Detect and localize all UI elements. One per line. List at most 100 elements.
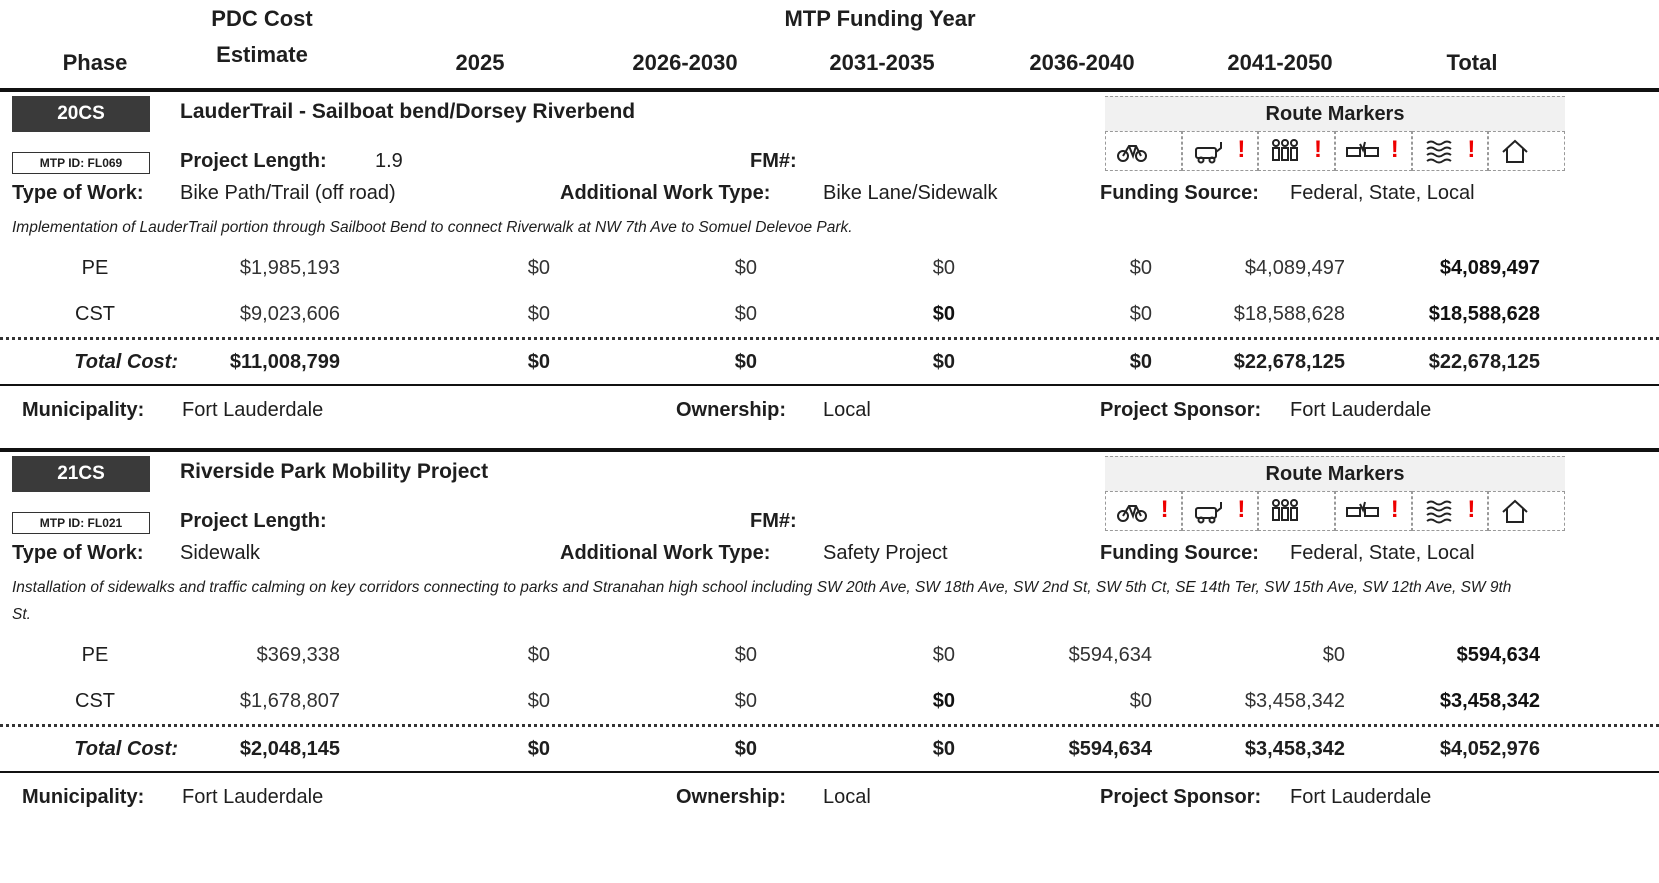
type-value: Sidewalk [180,542,261,564]
marker-alert: ! [1467,496,1476,523]
marker-cell: ! [1335,491,1412,531]
footer-row: Municipality: Fort Lauderdale Ownership: Lo… [0,773,1659,825]
cost-cell: $0 [734,303,757,325]
footer-row: Municipality: Fort Lauderdale Ownership: Lo… [0,386,1659,438]
project: 21CS MTP ID: FL021 Riverside Park Mobility… [0,448,1659,825]
marker-icon [1272,139,1299,161]
total-cell: $0 [734,738,757,760]
marker-alert: ! [1237,496,1246,523]
phase: CST [75,690,115,712]
municipality-label: Municipality: [22,399,145,421]
marker-cells: !!!! [1105,131,1566,171]
sponsor-label: Project Sponsor: [1100,786,1262,808]
marker-icon [1117,145,1147,162]
cost-cell: $0 [1322,644,1345,666]
marker-alert: ! [1160,496,1169,523]
sponsor: Fort Lauderdale [1290,399,1432,421]
cost-cell: $0 [527,303,550,325]
mtp-id: MTP ID: FL021 [12,512,150,534]
marker-icon [1502,139,1529,163]
ownership-label: Ownership: [676,399,787,421]
cost-cell: $0 [932,690,955,712]
cost-cell: $0 [1129,690,1152,712]
marker-cell [1105,131,1182,171]
description: Implementation of LauderTrail portion th… [12,219,853,236]
marker-cell: ! [1411,131,1489,171]
type-row: Type of Work: Sidewalk Additional Work Typ… [0,538,1659,572]
marker-cells: !!!! [1105,491,1566,531]
type-row: Type of Work: Bike Path/Trail (off road) A… [0,178,1659,212]
type-label: Type of Work: [12,182,144,204]
total-label: Total Cost: [74,738,178,760]
marker-icon [1194,502,1222,524]
type-label: Type of Work: [12,542,144,564]
marker-cell: ! [1181,131,1259,171]
cost-cell: $18,588,628 [1233,303,1345,325]
header-year: 2031-2035 [829,50,935,75]
project-name: LauderTrail - Sailboat bend/Dorsey River… [180,100,636,123]
total-row: Total Cost: $11,008,799 $0 $0 $0 $0 $22,678,12… [0,340,1659,386]
ownership: Local [823,399,871,421]
cost-cell: $0 [734,257,757,279]
project-head: 21CS MTP ID: FL021 Riverside Park Mobility… [0,452,1659,538]
funding-value: Federal, State, Local [1290,182,1475,204]
header-year: 2041-2050 [1227,50,1333,75]
cost-cell: $0 [734,690,757,712]
ownership-label: Ownership: [676,786,787,808]
project: 20CS MTP ID: FL069 LauderTrail - Sailboat … [0,88,1659,438]
project-name: Riverside Park Mobility Project [180,460,489,483]
sponsor: Fort Lauderdale [1290,786,1432,808]
municipality: Fort Lauderdale [182,399,324,421]
additional-label: Additional Work Type: [560,182,771,204]
cost-cell: $0 [527,257,550,279]
header-year: 2025 [455,50,505,75]
cost-cell: $18,588,628 [1428,303,1540,325]
marker-alert: ! [1314,136,1323,163]
cost-cell: $369,338 [256,644,340,666]
ownership: Local [823,786,871,808]
cost-row: PE $369,338 $0 $0 $0 $594,634 $0 $594,634 [0,632,1659,678]
type-value: Bike Path/Trail (off road) [180,182,396,204]
phase: PE [81,644,109,666]
marker-icon [1426,140,1452,164]
funding-value: Federal, State, Local [1290,542,1475,564]
cost-cell: $0 [1129,303,1152,325]
total-cell: $22,678,125 [1428,351,1540,373]
cost-cell: $0 [527,690,550,712]
cost-cell: $0 [932,257,955,279]
route-markers-title: Route Markers [1105,456,1565,491]
cost-row: CST $1,678,807 $0 $0 $0 $0 $3,458,342 $3,458,34… [0,678,1659,727]
marker-cell [1488,491,1566,531]
funding-label: Funding Source: [1100,542,1259,564]
marker-icon [1272,499,1299,521]
marker-alert: ! [1390,136,1399,163]
marker-cell: ! [1258,131,1336,171]
total-cell: $22,678,125 [1233,351,1345,373]
fm-label: FM#: [750,150,797,172]
cost-cell: $0 [932,644,955,666]
additional-value: Safety Project [823,542,948,564]
cost-cell: $0 [527,644,550,666]
cost-cell: $594,634 [1456,644,1540,666]
marker-alert: ! [1237,136,1246,163]
cost-cell: $3,458,342 [1439,690,1540,712]
total-cell: $11,008,799 [229,351,340,373]
mtp-id: MTP ID: FL069 [12,152,150,174]
route-markers: Route Markers!!!! [1105,456,1566,531]
marker-cell: ! [1411,491,1489,531]
total-cell: $0 [527,351,550,373]
header-year: 2026-2030 [632,50,738,75]
funding-label: Funding Source: [1100,182,1259,204]
total-cell: $4,052,976 [1439,738,1540,760]
length-label: Project Length: [180,510,327,532]
cost-row: PE $1,985,193 $0 $0 $0 $0 $4,089,497 $4,089,497 [0,245,1659,291]
total-cell: $0 [932,351,955,373]
cost-cell: $0 [1129,257,1152,279]
sponsor-label: Project Sponsor: [1100,399,1262,421]
header-year: 2036-2040 [1029,50,1135,75]
marker-icon [1426,500,1452,524]
municipality-label: Municipality: [22,786,145,808]
total-label: Total Cost: [74,351,178,373]
route-markers-title: Route Markers [1105,96,1565,131]
